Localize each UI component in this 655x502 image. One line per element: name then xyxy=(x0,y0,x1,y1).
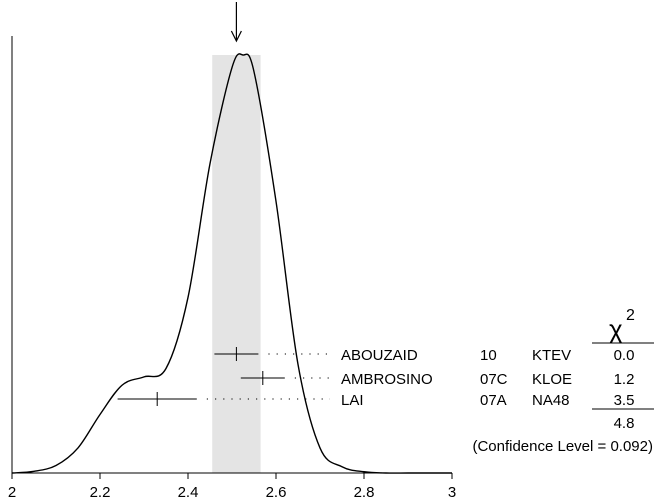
x-tick-label: 2.6 xyxy=(266,484,287,501)
year-label: 07C xyxy=(480,371,508,388)
year-label: 07A xyxy=(480,392,507,409)
experiment-label: KTEV xyxy=(532,347,571,364)
x-tick-label: 2.4 xyxy=(178,484,199,501)
experiment-label: NA48 xyxy=(532,392,570,409)
chi2-value: 1.2 xyxy=(614,371,635,388)
year-label: 10 xyxy=(480,347,497,364)
measurement-row: LAI 07A NA48 3.5 xyxy=(117,392,635,409)
author-label: LAI xyxy=(341,392,364,409)
ideogram-curve xyxy=(11,53,452,474)
average-arrow xyxy=(230,2,242,43)
chi2-value: 0.0 xyxy=(614,347,635,364)
confidence-level: (Confidence Level = 0.092) xyxy=(472,438,653,455)
measurement-row: ABOUZAID 10 KTEV 0.0 xyxy=(214,347,634,364)
experiment-label: KLOE xyxy=(532,371,572,388)
x-tick-label: 2.2 xyxy=(90,484,111,501)
arrow-head xyxy=(230,30,242,43)
error-band xyxy=(212,55,261,473)
chi2-exponent: 2 xyxy=(626,307,635,324)
measurement-row: AMBROSINO 07C KLOE 1.2 xyxy=(240,371,635,388)
chi2-header: χ 2 xyxy=(609,307,635,344)
x-tick-label: 3 xyxy=(448,484,456,501)
chi2-total: 4.8 xyxy=(614,415,635,432)
x-ticks: 2 2.2 2.4 2.6 2.8 3 xyxy=(8,473,456,501)
author-label: ABOUZAID xyxy=(341,347,418,364)
measurements: ABOUZAID 10 KTEV 0.0 AMBROSINO 07C KLOE 1.2 LAI 0… xyxy=(117,347,654,410)
chi2-symbol: χ xyxy=(609,314,623,344)
author-label: AMBROSINO xyxy=(341,371,433,388)
chi2-value: 3.5 xyxy=(614,392,635,409)
x-tick-label: 2 xyxy=(8,484,16,501)
x-tick-label: 2.8 xyxy=(354,484,375,501)
